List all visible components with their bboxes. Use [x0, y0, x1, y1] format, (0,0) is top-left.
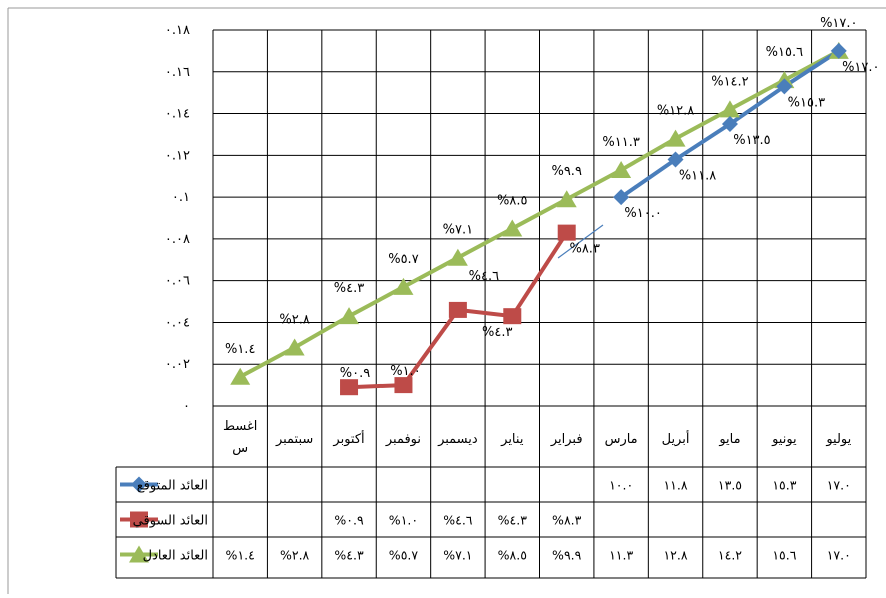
legend-label: العائد العادل [143, 549, 208, 564]
table-cell: ١٢.٨ [663, 548, 687, 563]
y-tick-label: ٠ [183, 399, 190, 414]
table-cell: ١٧.٠ [827, 478, 851, 493]
table-cell: ١٥.٦ [772, 548, 796, 563]
trend-stroke [557, 224, 604, 259]
series-marker-0 [613, 189, 630, 206]
series-marker-2 [339, 307, 360, 325]
data-label: %٤.٣ [334, 281, 364, 296]
data-label: %٤.٦ [469, 269, 499, 284]
data-label: %٤.٣ [482, 325, 512, 340]
data-label: %٠.٩ [340, 366, 370, 381]
data-label: %١١.٨ [679, 169, 716, 184]
data-label: %١١.٣ [602, 135, 639, 150]
series-marker-2 [393, 277, 414, 295]
series-marker-2 [556, 190, 577, 208]
data-label: %٧.١ [443, 223, 473, 238]
data-label: %١٢.٨ [657, 104, 694, 119]
table-cell: %١.٤ [226, 548, 255, 563]
table-cell: %٩.٩ [552, 548, 582, 563]
y-tick-label: ٠.١٨ [165, 23, 190, 38]
table-cell: ١١.٨ [663, 478, 687, 493]
category-label: فبراير [550, 432, 583, 447]
category-label: يونيو [771, 432, 797, 447]
category-label: نوفمبر [385, 432, 421, 447]
data-label: %١٥.٦ [766, 45, 803, 60]
series-marker-2 [719, 100, 740, 118]
category-label: اغسط [223, 419, 257, 434]
data-label: %٨.٥ [497, 193, 527, 208]
y-tick-label: ٠.١ [172, 190, 190, 205]
data-label: %٩.٩ [551, 164, 581, 179]
y-tick-label: ٠.٠٢ [165, 357, 190, 372]
legend-key-marker [130, 511, 148, 528]
series-marker-0 [776, 78, 793, 95]
series-marker-0 [667, 151, 684, 168]
category-label: أكتوبر [332, 430, 364, 447]
series-marker-2 [230, 367, 251, 385]
data-label: %١.٤ [225, 342, 255, 357]
table-cell: ١٠.٠ [609, 478, 633, 493]
table-cell: %٨.٣ [552, 513, 582, 528]
data-label: %٥.٧ [388, 252, 418, 267]
series-marker-2 [611, 160, 632, 178]
table-cell: %٤.٣ [334, 548, 364, 563]
category-label: مايو [718, 432, 740, 447]
y-tick-label: ٠.١٤ [165, 107, 190, 122]
y-tick-label: ٠.٠٨ [165, 232, 190, 247]
category-label: مارس [605, 432, 638, 447]
category-label: ديسمبر [437, 432, 478, 447]
category-label: يوليو [825, 432, 851, 447]
table-cell: ١٣.٥ [718, 478, 742, 493]
table-cell: %٧.١ [443, 548, 472, 563]
data-label: %١.٠ [390, 364, 420, 379]
series-marker-0 [830, 42, 847, 59]
table-cell: %٠.٩ [334, 513, 364, 528]
series-marker-2 [665, 129, 686, 147]
data-label: %١٧.٠ [820, 16, 857, 31]
table-cell: ١٥.٣ [772, 478, 796, 493]
series-marker-1 [448, 301, 467, 318]
data-label: %١٧.٠ [842, 60, 879, 75]
series-marker-0 [721, 116, 738, 132]
series-marker-2 [447, 248, 468, 266]
category-label: سبتمبر [275, 432, 313, 447]
data-label: %٢.٨ [279, 313, 309, 328]
table-cell: ١١.٣ [609, 548, 633, 563]
y-tick-label: ٠.١٦ [165, 65, 190, 80]
table-cell: ١٧.٠ [827, 548, 851, 563]
category-label: س [232, 441, 248, 456]
series-line-2 [239, 49, 840, 379]
series-marker-1 [340, 379, 359, 396]
table-cell: %٤.٦ [443, 513, 473, 528]
legend-label: العائد السوقي [133, 514, 208, 529]
table-cell: %٤.٣ [498, 513, 528, 528]
data-label: %٨.٣ [569, 242, 599, 257]
table-cell: %١.٠ [389, 513, 418, 528]
table-cell: %٢.٨ [280, 548, 310, 563]
legend-label: العائد المتوقع [137, 479, 208, 494]
table-cell: %٥.٧ [389, 548, 419, 563]
category-label: يناير [500, 432, 524, 447]
series-marker-2 [502, 219, 523, 237]
category-label: أبريل [662, 430, 690, 447]
data-label: %١٠.٠ [624, 206, 661, 221]
series-marker-1 [394, 377, 413, 394]
series-marker-1 [503, 308, 522, 325]
y-tick-label: ٠.٠٦ [165, 274, 190, 289]
data-label: %١٥.٣ [788, 95, 825, 110]
y-tick-label: ٠.٠٤ [165, 315, 190, 330]
y-tick-label: ٠.١٢ [165, 148, 190, 163]
series-marker-2 [284, 338, 305, 356]
table-cell: %٨.٥ [498, 548, 527, 563]
table-cell: ١٤.٢ [718, 548, 742, 563]
data-label: %١٣.٥ [733, 133, 770, 148]
data-label: %١٤.٢ [711, 74, 748, 89]
series-marker-1 [557, 224, 576, 241]
legend-key-marker [131, 476, 147, 493]
legend-key-marker [129, 545, 149, 563]
